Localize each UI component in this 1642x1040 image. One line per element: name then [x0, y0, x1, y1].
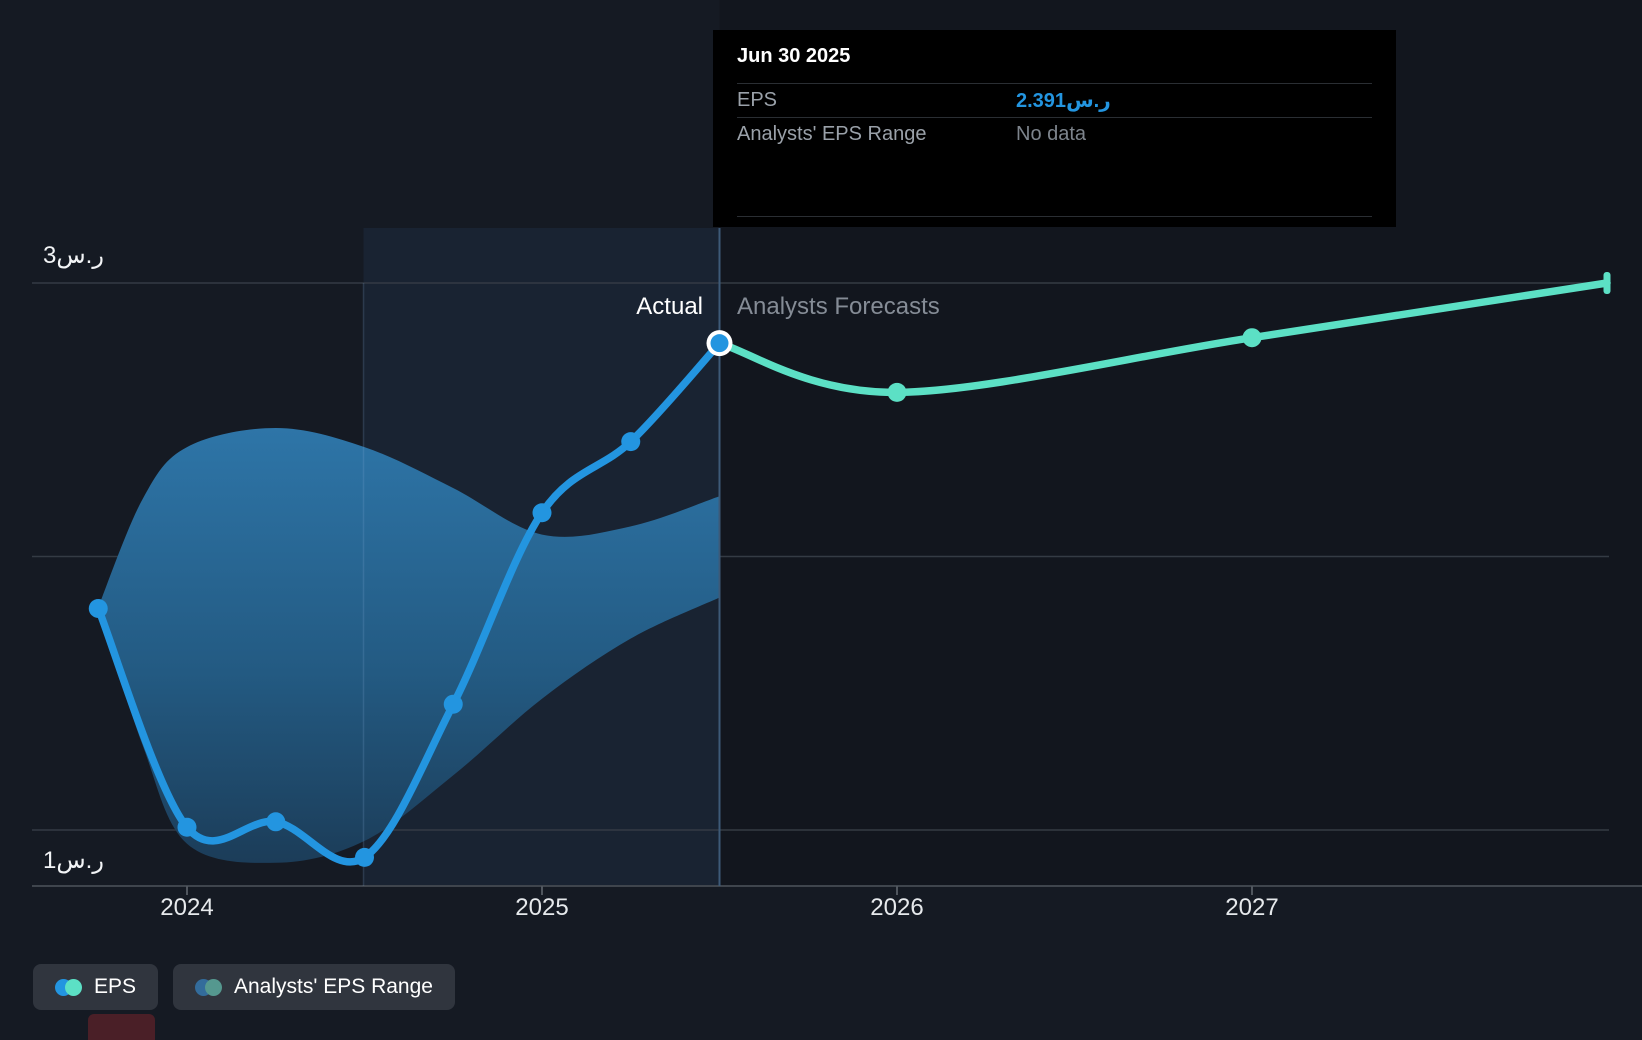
forecast-endcap: [1604, 272, 1611, 294]
x-axis-tick-label: 2026: [870, 894, 923, 922]
eps-growth-chart: 3ر.س 1ر.س Actual Analysts Forecasts Jun …: [0, 0, 1642, 1040]
tooltip-eps-row: EPS 2.391ر.س: [737, 84, 1372, 118]
eps-data-point[interactable]: [89, 599, 108, 618]
tooltip-footer-divider: [737, 216, 1372, 227]
eps-data-point[interactable]: [355, 848, 374, 867]
actual-section-label: Actual: [636, 293, 703, 321]
eps-legend-dots-icon: [55, 979, 82, 996]
x-axis-tick-label: 2024: [160, 894, 213, 922]
x-axis-tick-label: 2027: [1225, 894, 1278, 922]
forecast-data-point[interactable]: [888, 383, 907, 402]
x-axis-tick-label: 2025: [515, 894, 568, 922]
forecast-data-point[interactable]: [1243, 328, 1262, 347]
y-axis-label-top: 3ر.س: [43, 241, 104, 270]
tooltip-range-row: Analysts' EPS Range No data: [737, 118, 1372, 151]
y-axis-label-bottom: 1ر.س: [43, 846, 104, 875]
tooltip-range-value: No data: [1016, 123, 1086, 146]
legend-range-label: Analysts' EPS Range: [234, 975, 433, 999]
legend-eps-button[interactable]: EPS: [33, 964, 158, 1010]
hover-tooltip: Jun 30 2025 EPS 2.391ر.س Analysts' EPS R…: [713, 30, 1396, 227]
forecast-section-label: Analysts Forecasts: [737, 293, 940, 321]
tooltip-date: Jun 30 2025: [737, 30, 1372, 84]
highlighted-data-point[interactable]: [711, 334, 729, 352]
eps-data-point[interactable]: [444, 695, 463, 714]
legend-eps-label: EPS: [94, 975, 136, 999]
tooltip-range-label: Analysts' EPS Range: [737, 123, 926, 146]
range-legend-dots-icon: [195, 979, 222, 996]
partial-bottom-element: [88, 1014, 155, 1040]
eps-data-point[interactable]: [533, 503, 552, 522]
eps-data-point[interactable]: [621, 432, 640, 451]
eps-data-point[interactable]: [178, 818, 197, 837]
eps-data-point[interactable]: [266, 812, 285, 831]
tooltip-eps-label: EPS: [737, 89, 777, 112]
legend-analysts-eps-range-button[interactable]: Analysts' EPS Range: [173, 964, 455, 1010]
tooltip-eps-value: 2.391ر.س: [1016, 88, 1111, 113]
